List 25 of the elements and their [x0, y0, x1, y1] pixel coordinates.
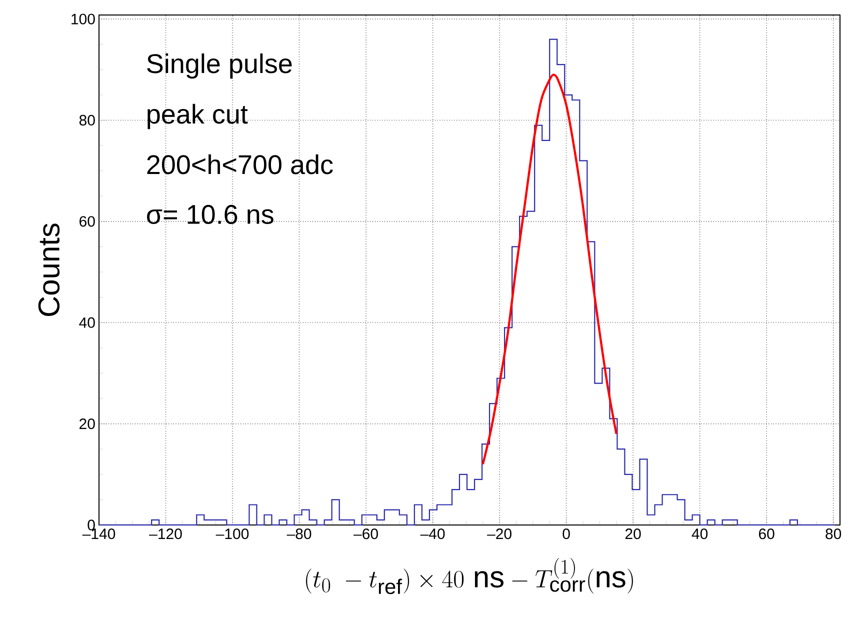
annotation: σ= 10.6 ns [147, 204, 274, 224]
x-tick-label: –140 [82, 528, 116, 540]
x-tick-label: 60 [758, 528, 774, 540]
annotation: Single pulse [147, 53, 292, 79]
annotation: 200<h<700 adc [147, 154, 333, 174]
y-axis-title: Counts [38, 224, 60, 316]
x-tick-label: 20 [625, 528, 641, 540]
x-axis-title: $(t_0\;-t_{\mathrm{ref}})\times 40\ \mathrm{ns}-T_{\mathrm{corr}}^{(1)}(\mathsf{ns})$ [306, 558, 633, 594]
x-tick-label: 40 [692, 528, 708, 540]
x-tick-label: 0 [562, 528, 570, 540]
y-tick-label: 80 [79, 114, 95, 126]
x-tick-label: –20 [487, 528, 512, 540]
y-tick-label: 20 [80, 418, 95, 430]
x-tick-label: –120 [149, 528, 182, 540]
y-tick-label: 40 [79, 317, 95, 328]
y-tick-label: 0 [88, 520, 95, 530]
annotation: peak cut [148, 104, 248, 130]
x-tick-label: 80 [826, 528, 842, 540]
line-series [482, 74, 618, 466]
x-tick-label: –60 [354, 528, 378, 540]
y-tick-label: 60 [80, 216, 95, 227]
y-tick-label: 100 [72, 14, 95, 24]
x-tick-label: –80 [286, 528, 312, 540]
x-tick-label: –100 [216, 528, 249, 540]
x-tick-label: –40 [420, 528, 445, 540]
